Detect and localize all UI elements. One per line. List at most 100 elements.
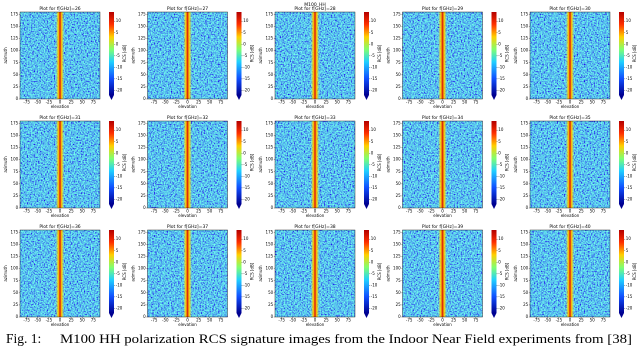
x-tick-label: 25 [451,209,457,214]
figure-title: M100_HH [304,2,326,8]
colorbar [619,230,624,313]
colorbar [236,230,242,313]
colorbar-tick-label: 10 [498,18,504,23]
y-tick-label: 25 [268,193,274,198]
x-tick-label: 50 [590,100,596,105]
panel-title: Plot for f[GHz]=35 [549,115,590,121]
x-tick-label: 50 [80,100,86,105]
colorbar-tick-label: -15 [116,185,123,190]
colorbar-tick-label: -15 [243,294,250,299]
y-tick-label: 150 [266,242,274,247]
y-tick-label: 150 [138,24,146,29]
x-tick-label: -50 [417,100,424,105]
heatmap-ridge [566,12,574,99]
y-tick-label: 0 [16,96,19,101]
heatmap-ridge [311,230,319,317]
y-tick-label: 125 [11,145,19,150]
x-tick-label: 0 [314,100,317,105]
colorbar-label: RCS [dB] [122,153,127,171]
heatmap-ridge [183,12,192,99]
y-tick-label: 75 [396,278,402,283]
y-tick-label: 150 [521,242,529,247]
colorbar-extend [364,313,369,318]
colorbar-label: RCS [dB] [377,262,382,280]
colorbar-tick-label: 10 [116,127,122,132]
y-axis-label: azimuth [3,265,8,282]
colorbar-tick-label: -10 [243,282,250,287]
y-axis-label: azimuth [258,47,263,64]
y-tick-label: 25 [396,193,402,198]
x-tick-label: -50 [417,209,424,214]
y-tick-label: 125 [138,36,146,41]
y-tick-label: 0 [526,205,529,210]
x-tick-label: -25 [46,209,53,214]
colorbar-label: RCS [dB] [377,44,382,62]
y-tick-label: 50 [268,72,274,77]
colorbar [236,121,242,204]
colorbar-tick-label: -10 [626,282,633,287]
colorbar-tick-label: -5 [243,162,247,167]
x-axis-label: elevation [433,213,452,218]
y-tick-label: 75 [268,278,274,283]
y-tick-label: 0 [143,96,146,101]
x-tick-label: -75 [533,100,540,105]
y-tick-label: 0 [143,205,146,210]
colorbar [491,230,497,313]
y-tick-label: 100 [521,266,529,271]
colorbar-tick-label: 5 [498,248,501,253]
x-tick-label: 0 [441,209,444,214]
colorbar-tick-label: -10 [243,64,250,69]
x-tick-label: 75 [91,100,97,105]
x-tick-label: 0 [59,209,62,214]
y-tick-label: 0 [398,314,401,319]
panel-title: Plot for f[GHz]=36 [39,224,80,230]
colorbar-tick-label: -10 [116,282,123,287]
colorbar-tick-label: -20 [371,87,378,92]
y-tick-label: 50 [523,72,529,77]
x-axis-label: elevation [51,104,70,109]
colorbar-tick-label: -20 [498,196,505,201]
colorbar-tick-label: 10 [626,127,632,132]
colorbar-extend [109,95,114,100]
y-axis-label: azimuth [3,47,8,64]
colorbar-tick-label: 0 [243,259,246,264]
y-tick-label: 125 [266,145,274,150]
y-tick-label: 25 [523,193,529,198]
x-tick-label: 25 [69,209,75,214]
panel-title: Plot for f[GHz]=33 [294,115,335,121]
colorbar-tick-label: -10 [498,64,505,69]
x-tick-label: 50 [207,100,213,105]
x-tick-label: 75 [218,318,224,323]
y-tick-label: 50 [13,72,19,77]
colorbar-tick-label: -10 [243,173,250,178]
x-tick-label: -50 [162,209,169,214]
x-tick-label: -25 [301,209,308,214]
y-axis-label: azimuth [513,47,518,64]
colorbar-tick-label: -15 [371,294,378,299]
y-tick-label: 150 [521,24,529,29]
colorbar-tick-label: 10 [626,236,632,241]
y-tick-label: 25 [396,302,402,307]
x-tick-label: 75 [601,318,607,323]
y-tick-label: 25 [396,84,402,89]
colorbar-tick-label: -20 [626,87,633,92]
colorbar-tick-label: 0 [116,150,119,155]
y-tick-label: 75 [141,169,147,174]
heatmap-ridge [438,121,447,208]
x-tick-label: -25 [428,100,435,105]
x-tick-label: -75 [533,318,540,323]
x-tick-label: -50 [290,100,297,105]
colorbar-tick-label: 10 [371,236,377,241]
heatmap-ridge [438,12,447,99]
y-tick-label: 0 [398,96,401,101]
x-tick-label: 75 [91,318,97,323]
heatmap-ridge [56,121,64,208]
x-tick-label: -75 [278,209,285,214]
x-tick-label: 0 [441,100,444,105]
colorbar-tick-label: -5 [116,271,120,276]
x-tick-label: 0 [569,100,572,105]
x-tick-label: 75 [91,209,97,214]
panel-title: Plot for f[GHz]=27 [167,6,208,12]
y-tick-label: 175 [521,11,529,16]
x-tick-label: -75 [406,100,413,105]
